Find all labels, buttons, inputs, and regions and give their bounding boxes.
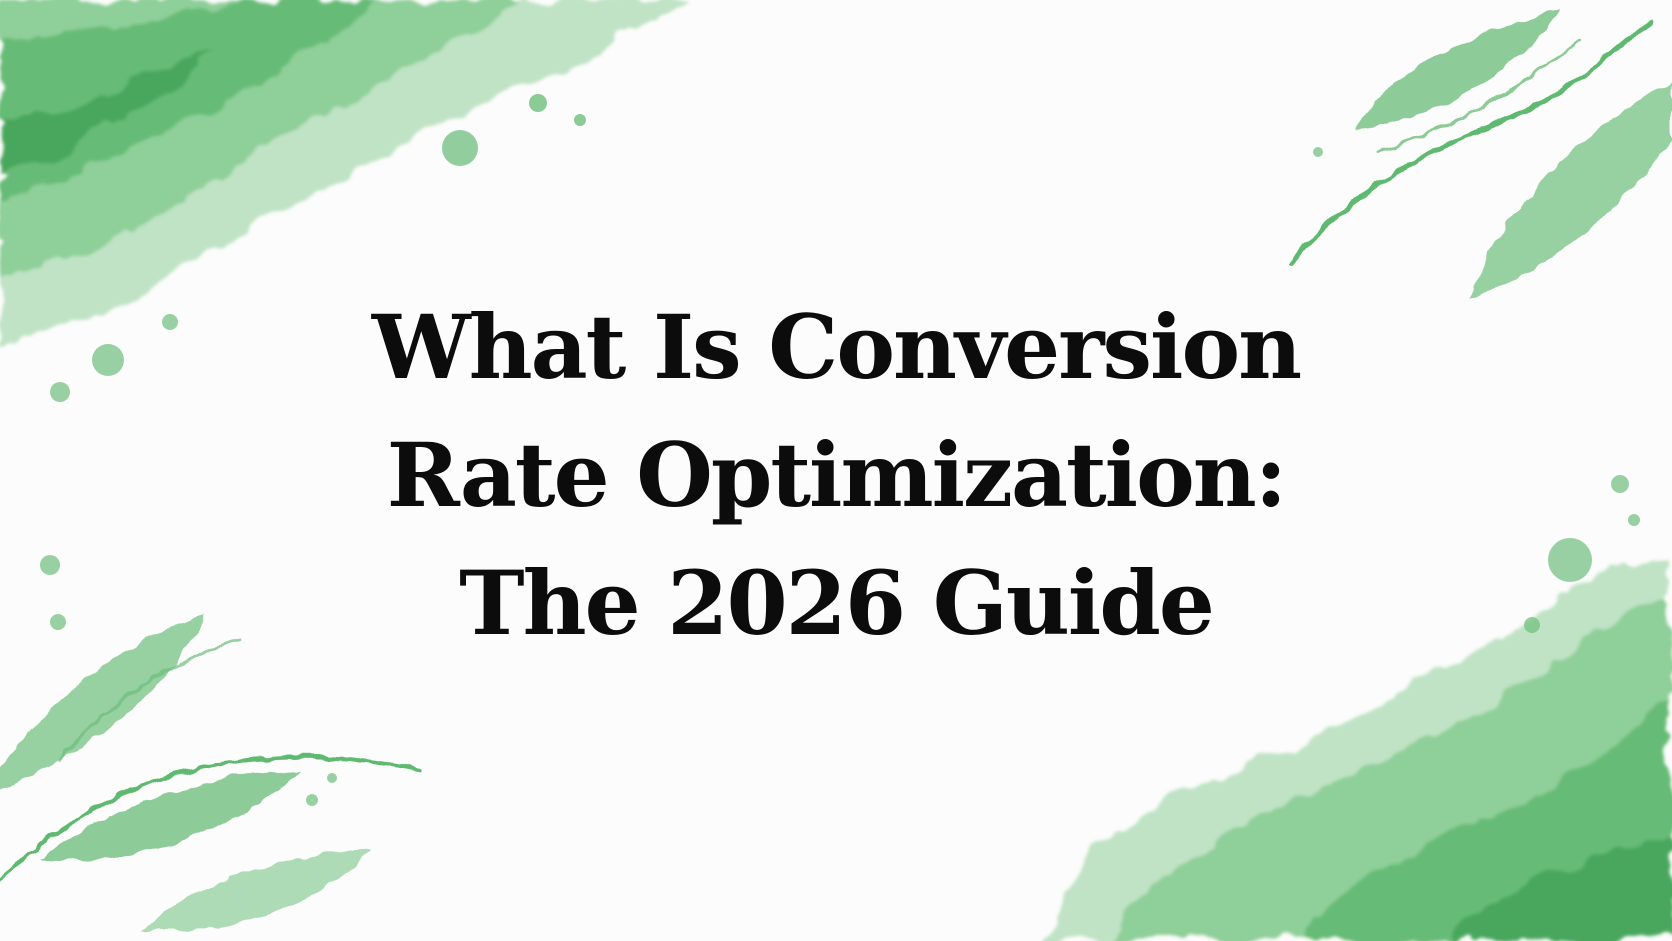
splatter-dots <box>40 94 1640 806</box>
page-title: What Is Conversion Rate Optimization: Th… <box>236 283 1436 667</box>
top-right-leaves <box>1287 10 1672 300</box>
top-left-wash <box>0 0 690 345</box>
title-line-2: Rate Optimization: <box>386 423 1287 527</box>
bottom-right-wash <box>1040 560 1672 941</box>
bottom-left-leaves <box>0 615 422 931</box>
title-line-1: What Is Conversion <box>371 295 1302 399</box>
title-line-3: The 2026 Guide <box>459 551 1215 655</box>
